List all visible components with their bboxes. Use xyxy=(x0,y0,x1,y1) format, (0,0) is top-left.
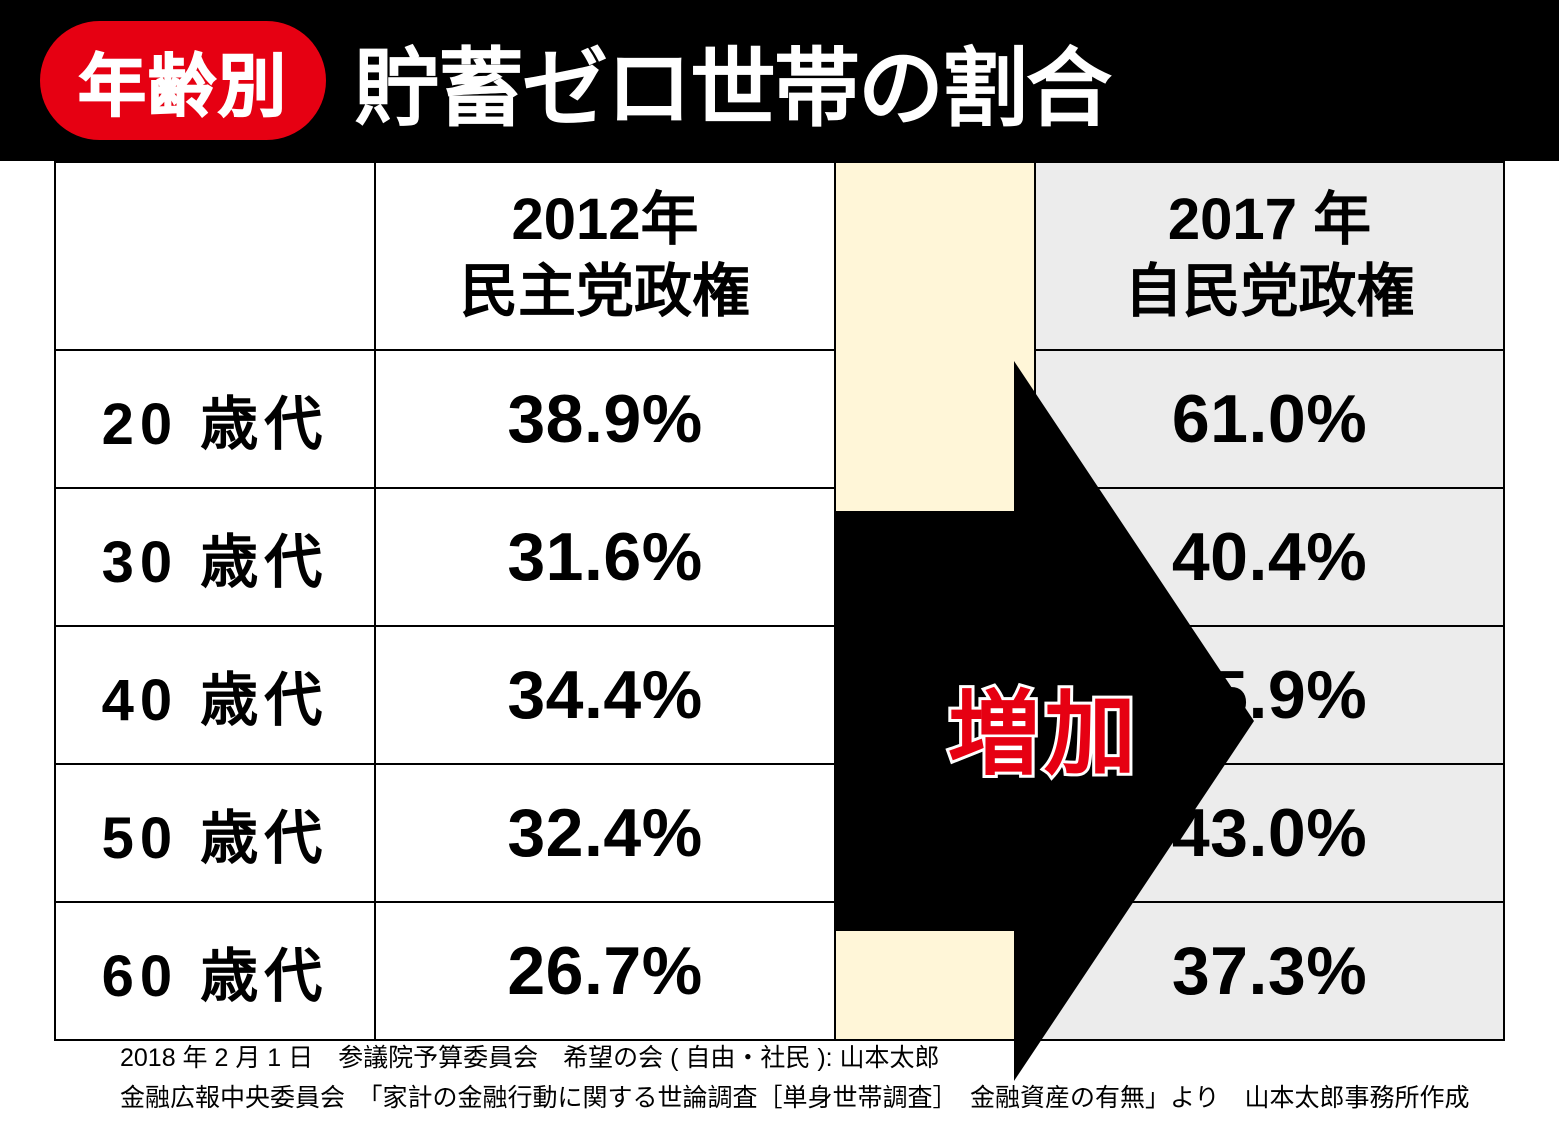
table-row: 20 歳代38.9% 61.0% xyxy=(55,350,1504,488)
cell-gap xyxy=(835,626,1035,764)
th-gap xyxy=(835,162,1035,350)
table-row: 60 歳代26.7% 37.3% xyxy=(55,902,1504,1040)
cell-2017: 40.4% xyxy=(1035,488,1504,626)
cell-gap xyxy=(835,488,1035,626)
table-header-row: 2012年 民主党政権 2017 年 自民党政権 xyxy=(55,162,1504,350)
th-2017-year: 2017 年 xyxy=(1168,187,1371,252)
cell-gap xyxy=(835,350,1035,488)
cell-2012: 26.7% xyxy=(375,902,835,1040)
th-age xyxy=(55,162,375,350)
cell-2012: 31.6% xyxy=(375,488,835,626)
cell-age: 30 歳代 xyxy=(55,488,375,626)
cell-2012: 32.4% xyxy=(375,764,835,902)
th-2017-gov: 自民党政権 xyxy=(1124,259,1414,324)
cell-2017: 45.9% xyxy=(1035,626,1504,764)
cell-2017: 37.3% xyxy=(1035,902,1504,1040)
cell-age: 50 歳代 xyxy=(55,764,375,902)
cell-age: 60 歳代 xyxy=(55,902,375,1040)
footer: 2018 年 2 月 1 日 参議院予算委員会 希望の会 ( 自由・社民 ): … xyxy=(120,1038,1499,1118)
cell-2017: 43.0% xyxy=(1035,764,1504,902)
cell-age: 40 歳代 xyxy=(55,626,375,764)
cell-gap xyxy=(835,764,1035,902)
savings-table: 2012年 民主党政権 2017 年 自民党政権 20 歳代38.9% 61.0%… xyxy=(54,161,1505,1041)
th-2017: 2017 年 自民党政権 xyxy=(1035,162,1504,350)
footer-line1: 2018 年 2 月 1 日 参議院予算委員会 希望の会 ( 自由・社民 ): … xyxy=(120,1038,1499,1078)
cell-2017: 61.0% xyxy=(1035,350,1504,488)
title-text: 貯蓄ゼロ世帯の割合 xyxy=(354,18,1110,143)
table-row: 50 歳代32.4% 43.0% xyxy=(55,764,1504,902)
table-row: 40 歳代34.4% 45.9% xyxy=(55,626,1504,764)
th-2012: 2012年 民主党政権 xyxy=(375,162,835,350)
th-2012-year: 2012年 xyxy=(511,187,698,252)
table-row: 30 歳代31.6% 40.4% xyxy=(55,488,1504,626)
title-badge: 年齢別 xyxy=(40,21,326,140)
title-bar: 年齢別 貯蓄ゼロ世帯の割合 xyxy=(0,0,1559,161)
cell-2012: 38.9% xyxy=(375,350,835,488)
cell-2012: 34.4% xyxy=(375,626,835,764)
cell-gap xyxy=(835,902,1035,1040)
table-wrap: 2012年 民主党政権 2017 年 自民党政権 20 歳代38.9% 61.0%… xyxy=(54,161,1505,1041)
th-2012-gov: 民主党政権 xyxy=(460,259,750,324)
cell-age: 20 歳代 xyxy=(55,350,375,488)
footer-line2: 金融広報中央委員会 「家計の金融行動に関する世論調査［単身世帯調査］ 金融資産の… xyxy=(120,1078,1499,1118)
